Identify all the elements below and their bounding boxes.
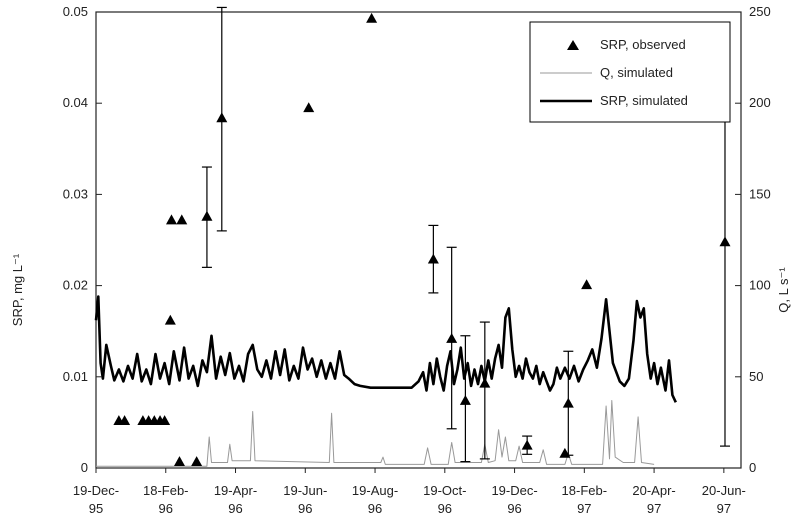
x-axis-tick-label-year: 95 xyxy=(89,501,103,516)
observed-point xyxy=(216,112,228,123)
left-axis-tick-label: 0.01 xyxy=(63,369,88,384)
left-axis-tick-label: 0.05 xyxy=(63,4,88,19)
observed-point xyxy=(165,214,177,225)
observed-point xyxy=(303,102,315,113)
x-axis-tick-label: 19-Dec- xyxy=(491,483,537,498)
left-axis-tick-label: 0.03 xyxy=(63,186,88,201)
x-axis-tick-label: 19-Jun- xyxy=(283,483,327,498)
x-axis-tick-label-year: 96 xyxy=(507,501,521,516)
srp-observed-layer xyxy=(113,6,731,467)
observed-point xyxy=(159,415,171,425)
left-axis-tick-label: 0 xyxy=(81,460,88,475)
left-axis-tick-label: 0.04 xyxy=(63,95,88,110)
srp-simulated-layer xyxy=(94,295,677,403)
x-axis-tick-label: 19-Aug- xyxy=(352,483,398,498)
observed-point xyxy=(164,314,176,325)
x-axis-tick-label: 20-Apr- xyxy=(632,483,675,498)
legend-label-srp-simulated: SRP, simulated xyxy=(600,93,688,108)
observed-point xyxy=(191,456,203,467)
x-axis-tick-label-year: 96 xyxy=(159,501,173,516)
observed-point xyxy=(366,12,378,23)
legend-marker-srp-observed xyxy=(567,40,579,50)
observed-point xyxy=(119,415,131,425)
x-axis-tick-label: 19-Apr- xyxy=(214,483,257,498)
right-axis-tick-label: 50 xyxy=(749,369,763,384)
x-axis-tick-label: 20-Jun- xyxy=(702,483,746,498)
x-axis-tick-label-year: 96 xyxy=(438,501,452,516)
x-axis-tick-label-year: 96 xyxy=(228,501,242,516)
observed-point xyxy=(427,253,439,264)
x-axis-tick-label: 19-Oct- xyxy=(423,483,466,498)
x-axis-tick-label-year: 96 xyxy=(368,501,382,516)
observed-point xyxy=(176,214,188,225)
x-axis-tick-label-year: 97 xyxy=(577,501,591,516)
observed-point xyxy=(446,332,458,343)
x-axis-tick-label-year: 97 xyxy=(717,501,731,516)
right-axis-title: Q, L s⁻¹ xyxy=(776,267,791,313)
observed-point xyxy=(562,397,574,408)
right-axis-tick-label: 100 xyxy=(749,278,771,293)
legend-box xyxy=(529,21,731,123)
q-simulated-layer xyxy=(96,400,655,467)
right-axis-tick-label: 250 xyxy=(749,4,771,19)
observed-point xyxy=(479,377,491,388)
left-axis-tick-label: 0.02 xyxy=(63,278,88,293)
x-axis-tick-label: 18-Feb- xyxy=(562,483,608,498)
observed-point xyxy=(201,210,213,221)
x-axis-tick-label-year: 96 xyxy=(298,501,312,516)
plot-frame xyxy=(95,11,742,469)
q-simulated-line xyxy=(96,400,655,467)
axis-ticks: 0 0.01 0.02 0.03 0.04 0.05 0 50 100 150 200 250 19-D… xyxy=(63,4,771,516)
observed-point xyxy=(173,456,185,467)
legend: SRP, observed Q, simulated SRP, simulate… xyxy=(529,21,731,123)
right-axis-tick-label: 0 xyxy=(749,460,756,475)
legend-label-srp-observed: SRP, observed xyxy=(600,37,686,52)
observed-point xyxy=(521,439,533,450)
observed-point xyxy=(719,236,731,247)
observed-point xyxy=(581,279,593,290)
x-axis-tick-label: 19-Dec- xyxy=(73,483,119,498)
right-axis-tick-label: 150 xyxy=(749,186,771,201)
right-axis-tick-label: 200 xyxy=(749,95,771,110)
x-axis-tick-label-year: 97 xyxy=(647,501,661,516)
legend-label-q-simulated: Q, simulated xyxy=(600,65,673,80)
left-axis-title: SRP, mg L⁻¹ xyxy=(10,253,25,326)
observed-point xyxy=(459,395,471,405)
srp-simulated-line xyxy=(94,295,677,403)
x-axis-tick-label: 18-Feb- xyxy=(143,483,189,498)
